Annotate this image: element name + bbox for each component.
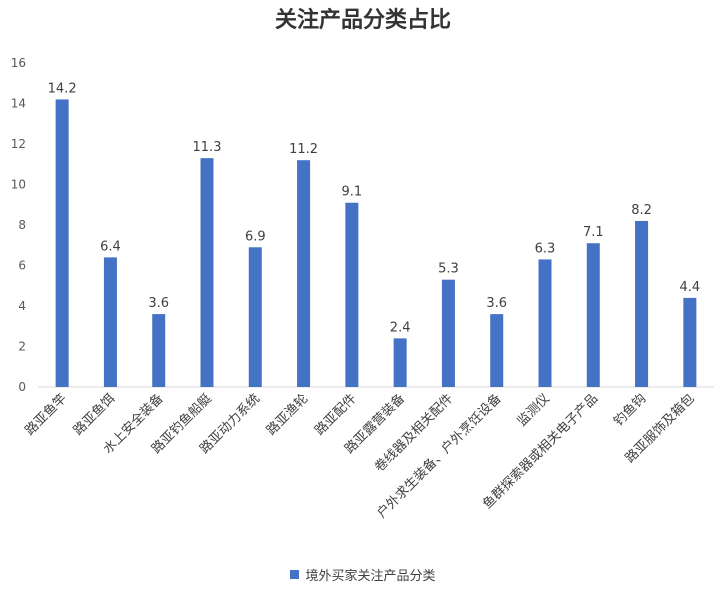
data-label: 6.3 bbox=[535, 241, 556, 256]
data-label: 9.1 bbox=[342, 185, 363, 200]
data-label: 11.2 bbox=[289, 142, 318, 157]
y-tick-label: 10 bbox=[11, 178, 26, 192]
y-tick-label: 6 bbox=[18, 259, 26, 273]
data-label: 3.6 bbox=[486, 296, 507, 311]
bar bbox=[683, 297, 697, 387]
y-tick-label: 8 bbox=[18, 218, 26, 232]
bar bbox=[152, 314, 166, 387]
bar bbox=[248, 247, 262, 387]
x-tick-label: 钓鱼钩 bbox=[610, 391, 649, 430]
x-tick-label: 监测仪 bbox=[515, 391, 553, 429]
data-label: 11.3 bbox=[193, 140, 222, 155]
x-tick-label: 路亚鱼竿 bbox=[22, 391, 70, 439]
data-label: 6.4 bbox=[100, 239, 121, 254]
data-label: 7.1 bbox=[583, 225, 604, 240]
bar bbox=[345, 202, 359, 387]
y-tick-label: 4 bbox=[18, 299, 26, 313]
data-label: 6.9 bbox=[245, 229, 266, 244]
legend-label: 境外买家关注产品分类 bbox=[305, 569, 436, 584]
chart-title: 关注产品分类占比 bbox=[274, 7, 451, 33]
data-label: 5.3 bbox=[438, 262, 459, 277]
y-tick-label: 0 bbox=[18, 380, 26, 394]
bar bbox=[297, 160, 311, 387]
data-label: 8.2 bbox=[631, 203, 652, 218]
bar bbox=[200, 158, 214, 387]
bar bbox=[441, 279, 455, 387]
legend-swatch bbox=[290, 570, 300, 579]
data-label: 4.4 bbox=[680, 280, 701, 295]
bar bbox=[103, 257, 117, 387]
bar bbox=[538, 259, 552, 387]
y-tick-label: 12 bbox=[11, 137, 26, 151]
legend: 境外买家关注产品分类 bbox=[0, 565, 726, 584]
bar bbox=[490, 314, 504, 387]
y-tick-label: 16 bbox=[11, 56, 26, 70]
x-tick-label: 路亚配件 bbox=[312, 391, 360, 439]
data-label: 3.6 bbox=[148, 296, 169, 311]
bar bbox=[393, 338, 407, 387]
y-tick-label: 2 bbox=[18, 340, 26, 354]
y-tick-label: 14 bbox=[11, 97, 26, 111]
data-label: 14.2 bbox=[48, 81, 77, 96]
bar bbox=[55, 99, 69, 387]
data-label: 2.4 bbox=[390, 320, 411, 335]
bar bbox=[586, 243, 600, 387]
x-tick-label: 路亚渔轮 bbox=[263, 391, 311, 439]
x-tick-label: 路亚鱼饵 bbox=[70, 391, 118, 439]
bar bbox=[635, 220, 649, 387]
plot-area: 024681012141614.2路亚鱼竿6.4路亚鱼饵3.6水上安全装备11.… bbox=[11, 56, 714, 521]
